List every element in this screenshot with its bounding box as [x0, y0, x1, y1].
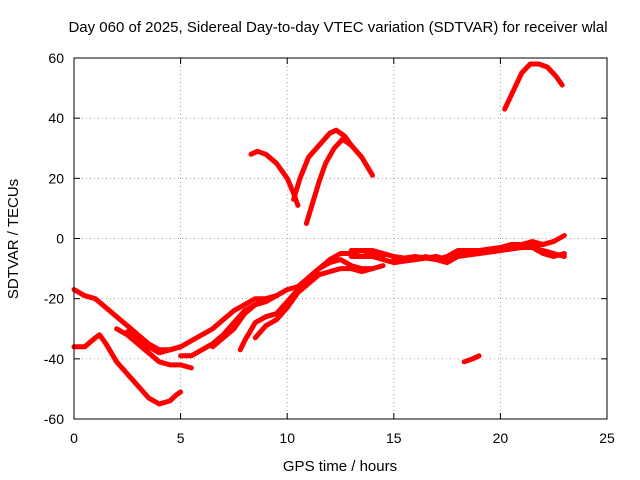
y-tick-label: 60	[48, 50, 64, 66]
y-tick-label: -40	[44, 351, 64, 367]
series-track-p	[502, 61, 565, 112]
x-tick-label: 15	[386, 430, 402, 446]
series-track-f	[210, 293, 279, 350]
grid-lines	[74, 58, 607, 419]
series-track-h	[252, 263, 386, 341]
y-tick-label: -60	[44, 411, 64, 427]
y-tick-label: 20	[48, 170, 64, 186]
series-track-d	[124, 329, 184, 356]
y-tick-label: -20	[44, 291, 64, 307]
series-track-k	[391, 233, 567, 266]
series-track-n	[291, 127, 375, 202]
series-track-c	[114, 326, 194, 371]
x-tick-label: 10	[279, 430, 295, 446]
x-tick-label: 0	[70, 430, 78, 446]
x-tick-label: 20	[493, 430, 509, 446]
y-tick-label: 40	[48, 110, 64, 126]
tick-marks-and-labels: 0 5 10 15 20 25 60 40 20 0 -20 -40 -60	[44, 50, 615, 446]
x-tick-label: 5	[177, 430, 185, 446]
x-axis-label: GPS time / hours	[283, 458, 397, 475]
y-tick-label: 0	[56, 231, 64, 247]
series-track-o	[303, 136, 354, 226]
series-track-q	[461, 353, 482, 365]
data-series-group	[71, 61, 567, 407]
series-track-l	[476, 242, 567, 259]
series-track-g	[237, 257, 375, 353]
chart-title: Day 060 of 2025, Sidereal Day-to-day VTE…	[68, 19, 607, 36]
x-tick-label: 25	[599, 430, 615, 446]
series-track-b	[71, 332, 184, 407]
y-axis-label: SDTVAR / TECUs	[5, 179, 22, 299]
plot-frame	[73, 57, 608, 420]
